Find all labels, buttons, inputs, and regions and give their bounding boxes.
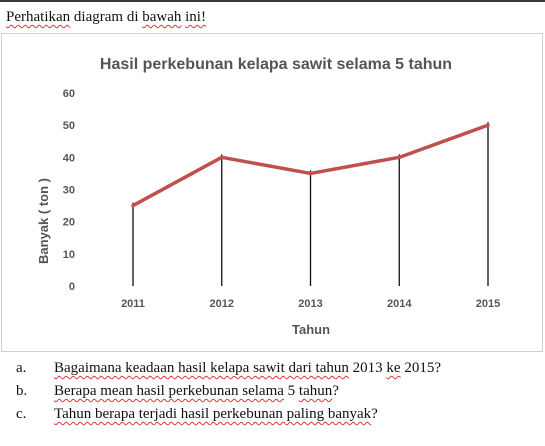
question-text: Berapa mean hasil perkebunan selama 5 ta… <box>54 383 339 399</box>
line-chart: Hasil perkebunan kelapa sawit selama 5 t… <box>36 56 500 337</box>
question-text: Tahun berapa terjadi hasil perkebunan pa… <box>54 406 378 422</box>
question-words: Berapa mean hasil perkebunan selama <box>54 383 284 399</box>
question-words: ke <box>386 360 401 376</box>
x-axis-label: Tahun <box>292 322 330 337</box>
intro-word: ini! <box>185 9 206 25</box>
y-axis-label: Banyak ( ton ) <box>36 178 51 264</box>
question-item: c. Tahun berapa terjadi hasil perkebunan… <box>0 403 545 426</box>
chart-frame: Hasil perkebunan kelapa sawit selama 5 t… <box>1 33 543 352</box>
intro-word: bawah <box>142 9 182 25</box>
y-tick-label: 20 <box>63 217 75 229</box>
question-words: tahun <box>298 383 333 399</box>
intro-word: Perhatikan <box>6 9 71 25</box>
y-tick-label: 10 <box>63 249 75 261</box>
x-tick-label: 2011 <box>121 298 145 310</box>
x-tick-label: 2012 <box>210 298 234 310</box>
y-tick-label: 50 <box>63 120 75 132</box>
y-tick-label: 60 <box>63 88 75 100</box>
question-words: Bagaimana keadaan hasil kelapa sawit dar… <box>54 360 349 376</box>
x-tick-label: 2014 <box>387 298 412 310</box>
y-tick-labels: 0 10 20 30 40 50 60 <box>63 88 75 293</box>
question-list: a. Bagaimana keadaan hasil kelapa sawit … <box>0 357 545 426</box>
y-tick-label: 0 <box>69 281 75 293</box>
intro-word: diagram <box>73 9 124 25</box>
chart-title: Hasil perkebunan kelapa sawit selama 5 t… <box>100 56 452 73</box>
y-tick-label: 40 <box>63 152 75 164</box>
intro-word: di <box>126 9 139 25</box>
question-marker: a. <box>16 360 27 376</box>
y-tick-label: 30 <box>63 185 75 197</box>
question-words: Tahun berapa terjadi hasil perkebunan pa… <box>54 406 372 422</box>
series-line <box>131 123 490 208</box>
question-marker: c. <box>16 406 27 422</box>
top-border <box>0 0 545 2</box>
question-item: b. Berapa mean hasil perkebunan selama 5… <box>0 380 545 403</box>
intro-instruction: Perhatikan diagram di bawah ini! <box>6 8 206 26</box>
x-tick-labels: 2011 2012 2013 2014 2015 <box>121 298 500 310</box>
x-tick-label: 2013 <box>298 298 322 310</box>
question-marker: b. <box>16 383 28 399</box>
x-tick-label: 2015 <box>476 298 500 310</box>
question-item: a. Bagaimana keadaan hasil kelapa sawit … <box>0 357 545 380</box>
drop-lines <box>132 122 489 286</box>
question-text: Bagaimana keadaan hasil kelapa sawit dar… <box>54 360 441 376</box>
